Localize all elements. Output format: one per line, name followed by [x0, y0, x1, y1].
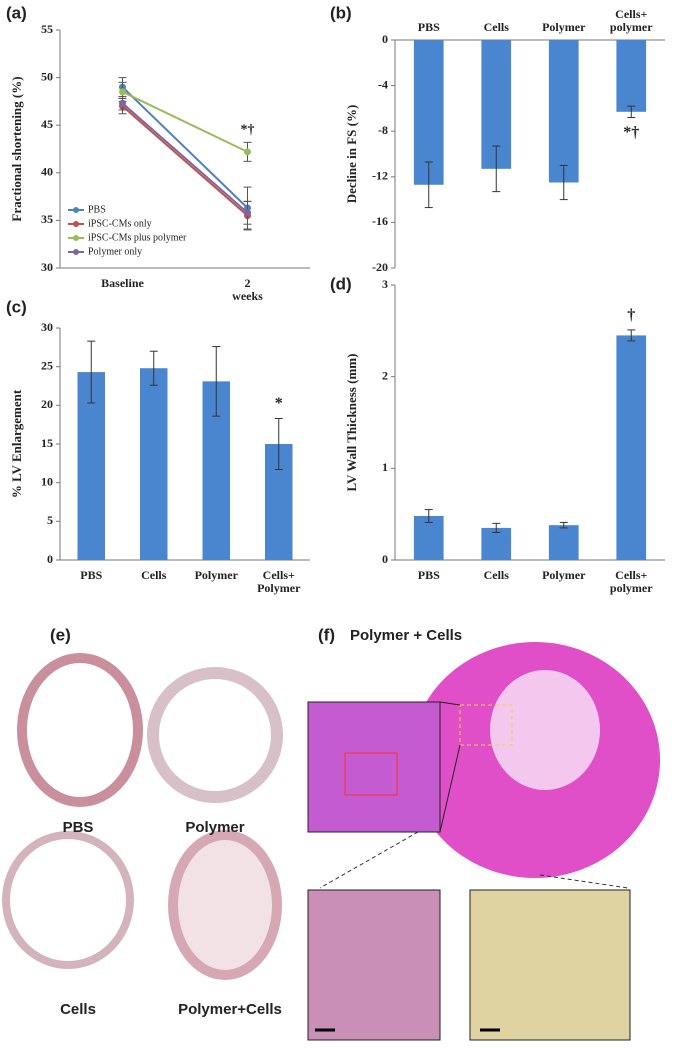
y-tick-label: -16	[372, 214, 388, 228]
caption: Polymer+Cells	[178, 1001, 282, 1018]
legend-marker	[73, 221, 79, 227]
y-tick-label: 0	[47, 552, 53, 566]
annotation: *†	[623, 124, 639, 141]
y-axis-label: LV Wall Thickness (mm)	[344, 354, 359, 492]
y-tick-label: -20	[372, 260, 388, 274]
y-tick-label: 50	[41, 69, 53, 83]
tissue-lumen	[490, 670, 600, 790]
y-tick-label: 15	[41, 436, 53, 450]
tissue-section	[147, 667, 283, 803]
y-tick-label: 30	[41, 320, 53, 334]
x-tick-label: Cells+ polymer	[610, 568, 653, 595]
panel-label: (a)	[6, 3, 27, 22]
y-tick-label: 45	[41, 117, 53, 131]
x-tick-label: Cells	[141, 568, 167, 582]
y-axis-label: Decline in FS (%)	[344, 105, 359, 204]
x-tick-label: PBS	[418, 568, 440, 582]
x-tick-label: Polymer	[542, 20, 586, 34]
connector	[539, 874, 629, 889]
point	[244, 148, 251, 156]
y-tick-label: 1	[382, 460, 388, 474]
y-tick-label: 20	[41, 397, 53, 411]
y-tick-label: 35	[41, 212, 53, 226]
point	[119, 99, 126, 107]
panel-label: (e)	[50, 625, 71, 644]
y-tick-label: 0	[382, 32, 388, 46]
y-tick-label: 3	[382, 277, 388, 291]
panel-label: (d)	[330, 274, 352, 293]
x-tick-label: 2 weeks	[232, 276, 263, 303]
panel-label: (c)	[6, 297, 27, 316]
legend-label: Polymer only	[88, 246, 142, 257]
point	[244, 209, 251, 217]
series-line	[121, 102, 249, 214]
legend-marker	[73, 207, 79, 213]
point	[119, 88, 126, 96]
connector	[439, 744, 461, 833]
annotation: *	[275, 395, 283, 412]
bar	[616, 335, 647, 560]
legend-label: iPSC-CMs plus polymer	[88, 232, 187, 243]
bar	[413, 40, 444, 185]
y-tick-label: 30	[41, 260, 53, 274]
x-tick-label: Cells+ polymer	[610, 7, 653, 34]
caption: PBS	[63, 819, 94, 836]
legend-label: iPSC-CMs only	[88, 218, 152, 229]
x-tick-label: Cells	[484, 20, 510, 34]
inset-image	[307, 889, 441, 1041]
connector	[439, 701, 461, 706]
x-tick-label: Baseline	[101, 276, 144, 290]
connector	[319, 831, 419, 889]
x-tick-label: Polymer	[542, 568, 586, 582]
panel-label: (b)	[330, 3, 352, 22]
y-tick-label: -4	[378, 77, 388, 91]
legend-marker	[73, 249, 79, 255]
annotation: †	[627, 307, 635, 324]
inset-box	[344, 752, 398, 796]
x-tick-label: PBS	[418, 20, 440, 34]
y-tick-label: 5	[47, 513, 53, 527]
annotation: *†	[241, 123, 255, 138]
inset-image	[307, 701, 441, 833]
histology-e: (e) PBS Polymer Cells Polymer+Cells	[2, 625, 283, 1018]
panel-title: Polymer + Cells	[350, 627, 462, 644]
legend-label: PBS	[88, 204, 106, 215]
bar	[548, 525, 579, 560]
tissue-section	[168, 830, 282, 980]
bar	[616, 40, 647, 112]
inset-box	[459, 704, 513, 746]
y-tick-label: 10	[41, 474, 53, 488]
y-axis-label: Fractional shortening (%)	[9, 76, 24, 221]
bar	[140, 368, 168, 560]
tissue-section	[17, 653, 143, 807]
bar	[548, 40, 579, 183]
tissue-section	[2, 831, 134, 969]
series-line	[122, 90, 248, 153]
legend-marker	[73, 235, 79, 241]
caption: Polymer	[185, 819, 244, 836]
y-tick-label: 55	[41, 22, 53, 36]
y-tick-label: 40	[41, 165, 53, 179]
inset-image	[469, 889, 631, 1041]
histology-f: (f) Polymer + Cells	[307, 625, 660, 1041]
x-tick-label: Polymer	[195, 568, 239, 582]
panel-label: (f)	[318, 625, 335, 644]
x-tick-label: Cells	[484, 568, 510, 582]
bar	[481, 527, 512, 560]
caption: Cells	[60, 1001, 96, 1018]
y-tick-label: 0	[382, 552, 388, 566]
bar	[413, 516, 444, 560]
y-axis-label: % LV Enlargement	[9, 389, 24, 498]
x-tick-label: PBS	[80, 568, 102, 582]
y-tick-label: -8	[378, 123, 388, 137]
y-tick-label: -12	[372, 169, 388, 183]
y-tick-label: 2	[382, 368, 388, 382]
series-line	[121, 105, 249, 217]
y-tick-label: 25	[41, 358, 53, 372]
x-tick-label: Cells+ Polymer	[257, 568, 301, 595]
series-line	[121, 86, 249, 209]
